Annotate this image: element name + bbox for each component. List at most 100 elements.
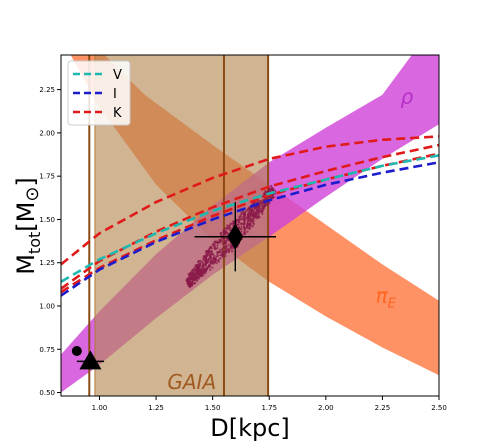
scatter-point [210,260,213,263]
scatter-point [227,243,230,246]
scatter-point [261,212,264,215]
scatter-point [225,250,228,254]
scatter-point [232,220,236,223]
scatter-point [202,274,205,277]
scatter-point [243,215,246,218]
scatter-point [186,278,189,282]
scatter-point [250,224,253,227]
scatter-point [252,222,255,226]
scatter-point [201,264,204,267]
x-axis-label: D[kpc] [210,414,290,442]
scatter-point [222,232,225,235]
scatter-point [190,278,193,281]
scatter-point [243,219,246,222]
scatter-point [216,244,219,247]
scatter-point [246,208,249,211]
scatter-point [210,258,213,261]
scatter-point [200,270,203,273]
marker-triangle [79,350,102,370]
y-tick-label: 1.25 [39,259,55,267]
scatter-point [229,244,232,247]
scatter-point [246,216,249,219]
scatter-point [240,211,243,214]
scatter-point [238,227,241,230]
scatter-point [242,211,245,214]
scatter-point [193,269,196,272]
scatter-point [188,274,191,278]
scatter-point [199,263,202,266]
scatter-point [249,216,252,220]
y-tick-label: 1.50 [39,216,55,224]
scatter-point [229,226,232,229]
scatter-point [217,260,220,263]
scatter-point [189,276,192,279]
scatter-point [263,191,266,194]
scatter-point [257,215,260,218]
scatter-point [223,239,226,242]
scatter-point [248,225,251,228]
scatter-point [203,256,206,259]
x-tick-label: 2.25 [375,404,391,412]
scatter-point [213,247,216,250]
scatter-point [242,233,246,236]
scatter-point [219,232,222,235]
scatter-point [211,266,214,269]
scatter-point [219,257,222,260]
annotation-text: ρ [401,84,414,108]
scatter-point [207,250,210,253]
scatter-point [257,210,260,213]
scatter-point [225,237,228,240]
legend-label-I: I [113,87,117,102]
legend-label-K: K [113,106,122,121]
marker-diamond [227,223,244,250]
scatter-point [219,241,222,244]
scatter-point [205,250,208,253]
scatter-point [194,281,197,285]
scatter-point [202,262,205,265]
scatter-point [221,237,224,240]
scatter-point [271,186,274,189]
scatter-point [268,188,271,191]
scatter-point [240,230,243,233]
scatter-point [254,214,257,217]
y-axis-label-sun: ⊙ [22,187,43,202]
y-axis-label-sub: tot [25,232,44,254]
scatter-point [243,221,246,224]
legend-label-V: V [113,68,122,83]
scatter-point [224,254,227,258]
y-tick-label: 0.50 [39,389,55,397]
scatter-point [252,210,255,213]
scatter-point [222,228,225,231]
scatter-point [204,269,207,272]
x-tick-label: 1.25 [148,404,164,412]
scatter-point [251,217,255,220]
scatter-point [238,216,241,219]
scatter-point [261,207,264,210]
scatter-point [245,224,248,227]
scatter-point [198,266,201,269]
scatter-point [266,190,269,193]
scatter-point [208,248,211,251]
scatter-point [238,220,241,223]
scatter-point [223,230,226,233]
scatter-point [209,255,212,258]
series-line-V [61,154,439,283]
scatter-point [204,272,207,275]
scatter-point [210,250,213,253]
scatter-point [252,212,255,215]
annotation-2: GAIA [167,370,216,394]
scatter-point [188,280,191,283]
scatter-point [259,201,263,204]
scatter-point [209,253,213,256]
scatter-point [260,200,263,203]
scatter-point [240,222,243,225]
scatter-point [272,196,275,199]
scatter-point [255,208,259,211]
scatter-point [227,249,230,252]
scatter-point [253,208,256,211]
scatter-point [201,272,204,275]
scatter-point [211,243,215,246]
scatter-point [254,201,257,204]
scatter-point [255,211,258,214]
x-tick-label: 2.50 [431,404,447,412]
